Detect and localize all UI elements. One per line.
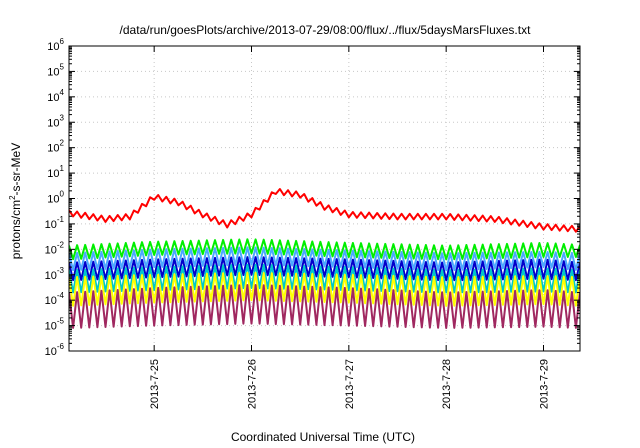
series-group xyxy=(69,188,580,329)
y-tick-label: 101 xyxy=(47,164,64,180)
x-axis: 2013-7-25 2013-7-26 2013-7-27 2013-7-28 2013… xyxy=(149,46,551,409)
y-axis-label: protons/cm2-s-sr-MeV xyxy=(8,143,23,259)
series-line-6 xyxy=(69,271,580,307)
series-line-2 xyxy=(69,238,580,261)
y-tick-label: 102 xyxy=(47,139,64,155)
x-axis-label: Coordinated Universal Time (UTC) xyxy=(231,430,415,444)
y-axis-label-suffix: -s-sr-MeV xyxy=(9,143,23,196)
series-line-1 xyxy=(69,188,580,233)
y-axis-label-prefix: protons/cm xyxy=(9,200,23,259)
x-tick-label: 2013-7-26 xyxy=(247,359,259,409)
y-tick-label: 105 xyxy=(47,62,64,78)
series-line-3 xyxy=(69,246,580,272)
chart-title: /data/run/goesPlots/archive/2013-07-29/0… xyxy=(120,23,532,37)
y-tick-label: 10-2 xyxy=(45,240,65,256)
y-tick-label: 106 xyxy=(47,37,64,53)
series-line-4 xyxy=(69,256,580,282)
y-axis-label-sup: 2 xyxy=(8,195,17,200)
x-tick-label: 2013-7-29 xyxy=(539,359,551,409)
y-tick-label: 104 xyxy=(47,88,64,104)
y-tick-label: 10-1 xyxy=(45,215,65,231)
series-line-7 xyxy=(69,284,580,329)
y-tick-label: 10-3 xyxy=(45,266,65,282)
y-axis: 10-6 10-5 10-4 10-3 10-2 10-1 100 101 102 103 104 1… xyxy=(45,37,580,358)
x-tick-label: 2013-7-25 xyxy=(149,359,161,409)
x-tick-label: 2013-7-27 xyxy=(344,359,356,409)
x-tick-label: 2013-7-28 xyxy=(441,359,453,409)
y-tick-label: 10-4 xyxy=(45,291,65,307)
series-line-5 xyxy=(69,263,580,294)
y-tick-label: 10-5 xyxy=(45,317,65,333)
y-tick-label: 103 xyxy=(47,113,64,129)
y-tick-label: 100 xyxy=(47,190,64,206)
y-tick-label: 10-6 xyxy=(45,342,65,358)
